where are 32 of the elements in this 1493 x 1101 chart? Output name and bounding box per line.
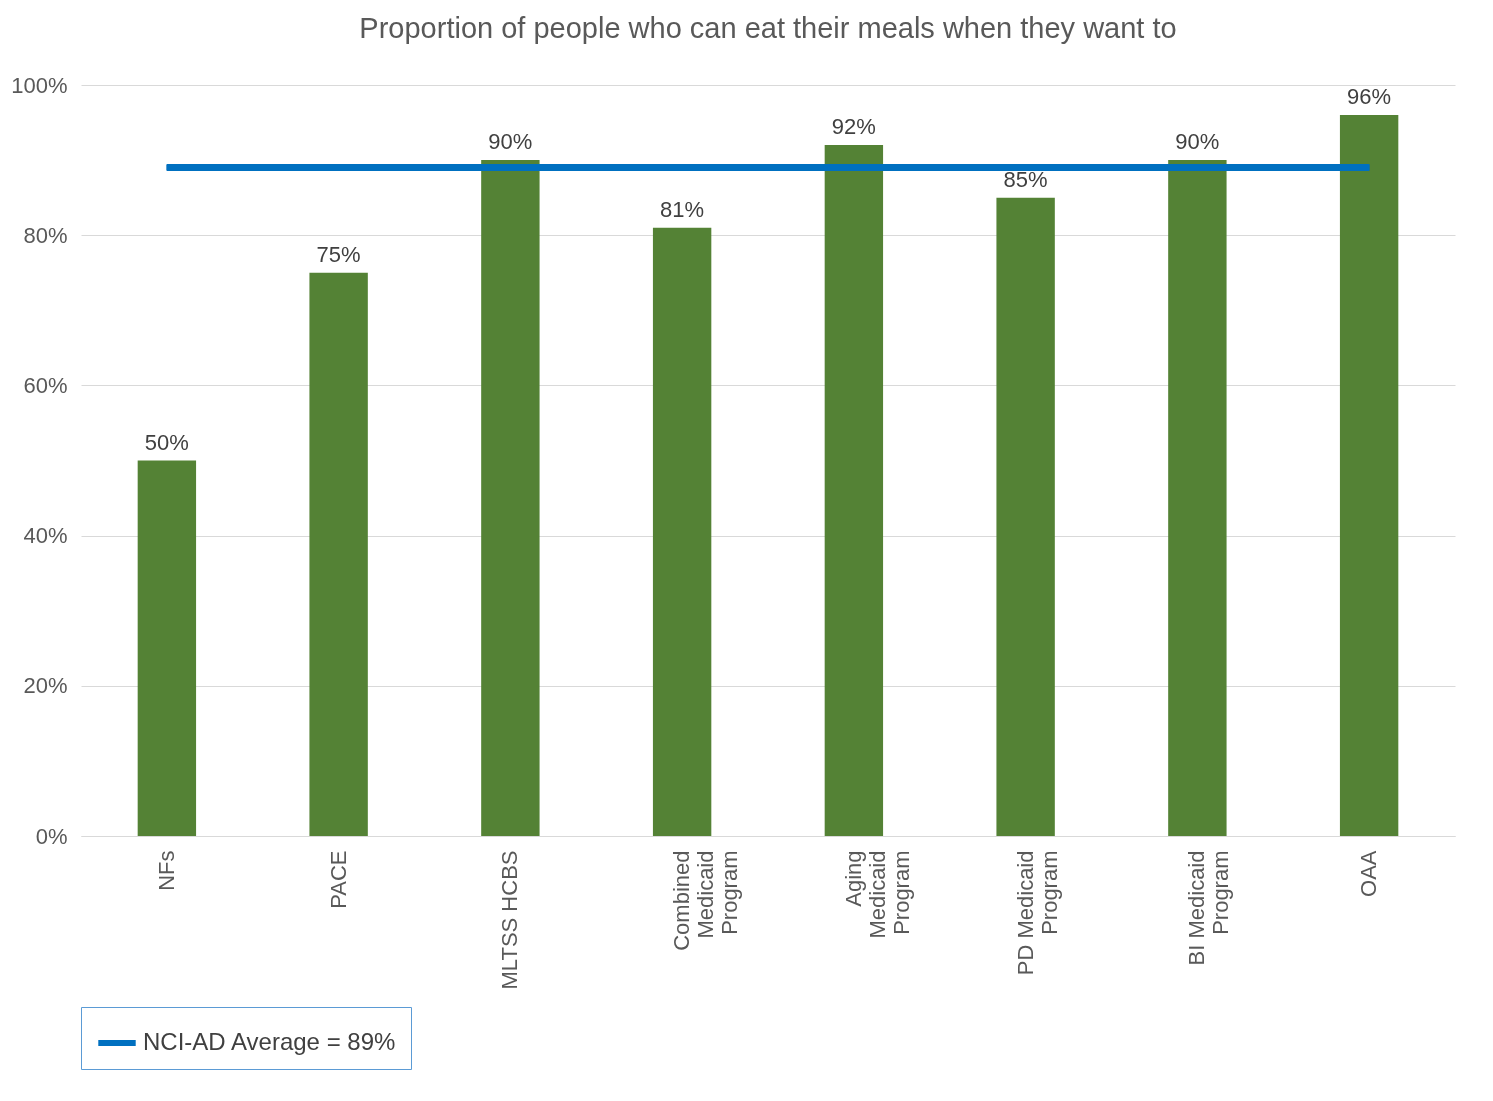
legend-label: NCI-AD Average = 89% [143, 1028, 396, 1055]
x-tick-label: Aging Medicaid Program [840, 850, 914, 939]
data-label: 96% [1347, 84, 1392, 110]
bar [1339, 115, 1399, 836]
data-label: 81% [660, 196, 705, 222]
x-tick-label: BI Medicaid Program [1184, 850, 1234, 966]
y-tick-label: 60% [23, 372, 68, 398]
data-label: 50% [144, 429, 189, 455]
data-label: 92% [831, 114, 876, 140]
data-label: 85% [1003, 166, 1048, 192]
bar [481, 160, 540, 836]
y-tick-label: 100% [11, 72, 68, 98]
bar [309, 272, 368, 836]
y-tick-label: 0% [35, 823, 68, 849]
bar [137, 460, 197, 836]
bar [652, 227, 712, 836]
x-tick-label: PD Medicaid Program [1012, 850, 1062, 976]
y-tick-label: 40% [23, 523, 68, 549]
x-tick-label: OAA [1356, 850, 1382, 897]
x-tick-label: MLTSS HCBS [497, 850, 523, 990]
x-tick-label: Combined Medicaid Program [669, 850, 743, 951]
data-label: 90% [1175, 129, 1220, 155]
y-tick-label: 80% [23, 222, 68, 248]
chart-title: Proportion of people who can eat their meals when they want to [359, 12, 1177, 44]
x-tick-label: NFs [153, 850, 179, 891]
y-tick-label: 20% [23, 673, 68, 699]
data-label: 75% [316, 241, 361, 267]
bar [824, 145, 884, 836]
bar [996, 197, 1055, 836]
data-label: 90% [488, 129, 533, 155]
bar [1168, 160, 1227, 836]
x-tick-label: PACE [325, 850, 351, 909]
